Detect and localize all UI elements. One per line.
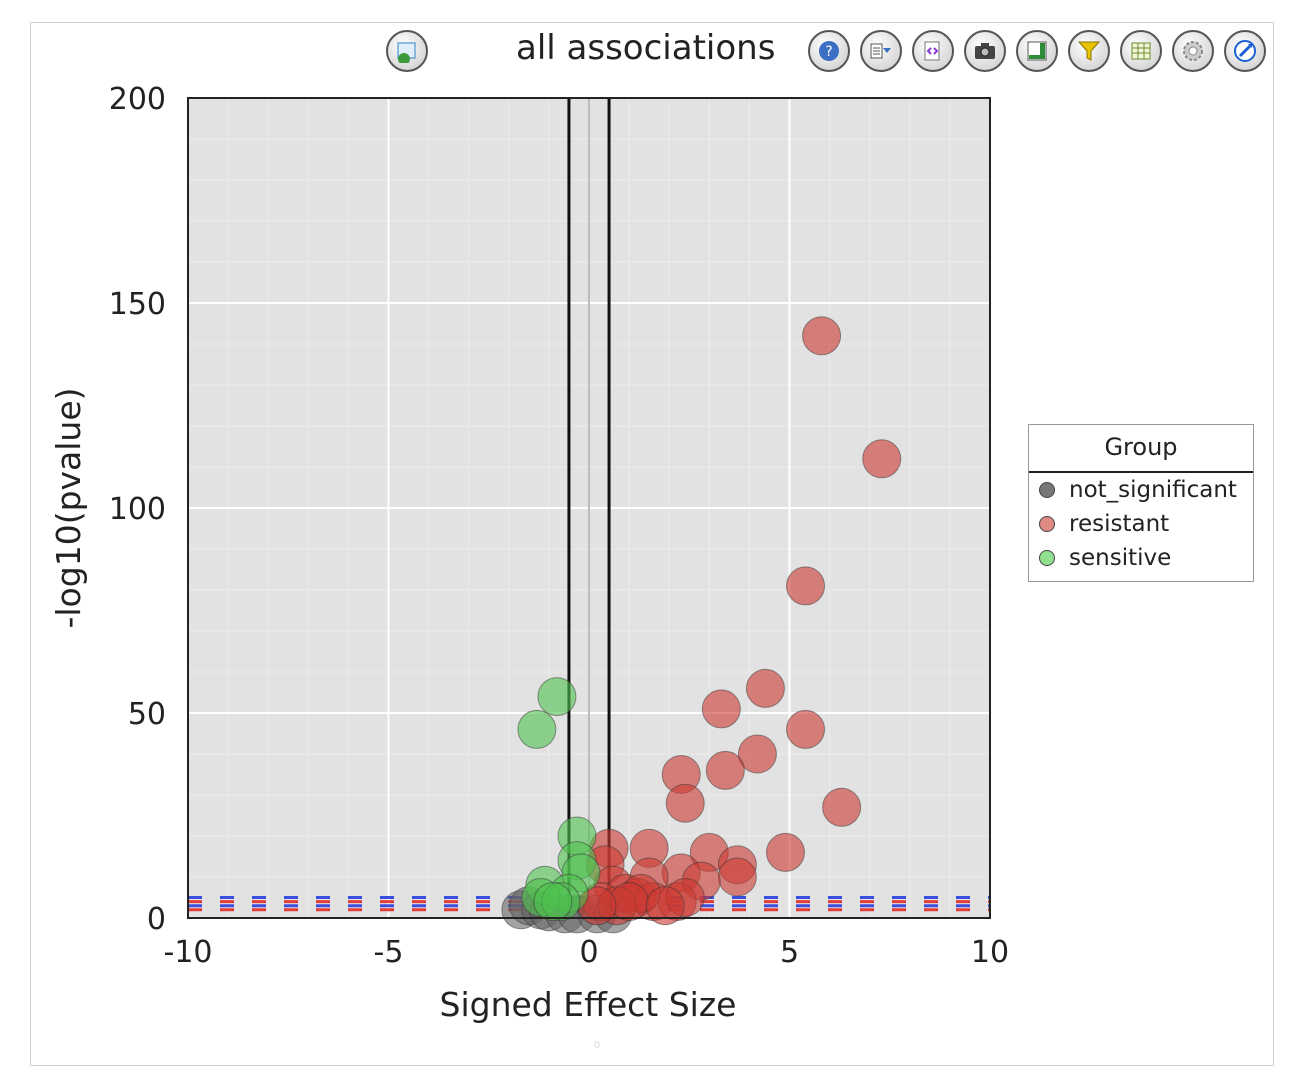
point-resistant (786, 709, 826, 749)
legend-swatch (1039, 516, 1055, 532)
data-points (501, 316, 902, 934)
settings-button[interactable] (1172, 30, 1214, 72)
y-tick-label: 200 (109, 82, 166, 117)
y-tick-label: 0 (147, 902, 166, 937)
x-tick-label: -5 (374, 935, 404, 970)
legend: Group not_significant resistant sensitiv… (1028, 424, 1254, 582)
y-tick-label: 50 (128, 697, 166, 732)
legend-item-resistant[interactable]: resistant (1029, 507, 1253, 541)
code-button[interactable] (912, 30, 954, 72)
svg-text:?: ? (825, 44, 832, 60)
point-resistant (645, 886, 685, 926)
point-sensitive (537, 677, 577, 717)
edit-icon (1234, 40, 1256, 62)
point-sensitive (533, 882, 573, 922)
x-tick-label: 0 (579, 935, 598, 970)
effect-size-lines (567, 98, 611, 918)
point-resistant (786, 566, 826, 606)
help-button[interactable]: ? (808, 30, 850, 72)
x-tick-label: -10 (164, 935, 213, 970)
point-resistant (701, 689, 741, 729)
help-icon: ? (819, 41, 839, 61)
point-resistant (737, 734, 777, 774)
filter-icon (1077, 41, 1101, 61)
legend-item-not-significant[interactable]: not_significant (1029, 473, 1253, 507)
table-icon (1131, 42, 1151, 60)
legend-label: not_significant (1069, 477, 1237, 503)
legend-title: Group (1029, 425, 1253, 473)
code-icon (924, 41, 940, 61)
legend-item-sensitive[interactable]: sensitive (1029, 541, 1253, 575)
point-resistant (765, 832, 805, 872)
x-axis-label: Signed Effect Size (440, 985, 737, 1024)
point-resistant (862, 439, 902, 479)
options-menu-button[interactable] (860, 30, 902, 72)
point-resistant (802, 316, 842, 356)
y-tick-label: 150 (109, 287, 166, 322)
gear-icon (1183, 41, 1203, 61)
legend-swatch (1039, 482, 1055, 498)
point-resistant (705, 750, 745, 790)
chart-title: all associations (516, 28, 776, 68)
point-resistant (665, 783, 705, 823)
legend-label: sensitive (1069, 545, 1172, 571)
table-button[interactable] (1120, 30, 1162, 72)
layout-icon (1027, 41, 1047, 61)
dropdown-icon (870, 43, 891, 59)
layout-button[interactable] (1016, 30, 1058, 72)
point-sensitive (517, 709, 557, 749)
image-icon (397, 42, 416, 63)
legend-swatch (1039, 550, 1055, 566)
x-axis-ticks: -10 -5 0 5 10 (164, 935, 1010, 970)
camera-button[interactable] (964, 30, 1006, 72)
edit-button[interactable] (1224, 30, 1266, 72)
x-tick-label: 5 (780, 935, 799, 970)
y-axis-ticks: 0 50 100 150 200 (109, 82, 166, 937)
filter-button[interactable] (1068, 30, 1110, 72)
point-resistant (745, 668, 785, 708)
plot-border (187, 97, 991, 919)
point-resistant (717, 857, 757, 897)
point-resistant (822, 787, 862, 827)
y-tick-label: 100 (109, 492, 166, 527)
camera-icon (975, 43, 995, 59)
x-tick-label: 10 (971, 935, 1009, 970)
image-icon-button[interactable] (386, 30, 428, 72)
y-axis-label: -log10(pvalue) (49, 387, 88, 628)
legend-label: resistant (1069, 511, 1170, 537)
threshold-lines (188, 896, 990, 912)
footer-mark: 0 (594, 1040, 601, 1051)
